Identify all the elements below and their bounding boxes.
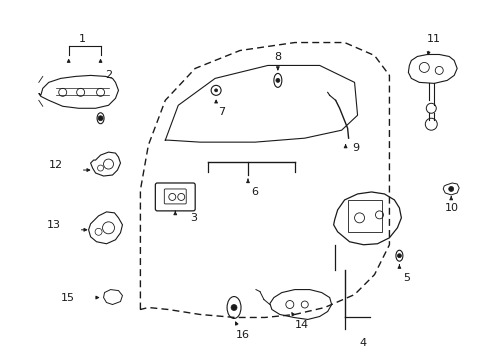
Text: 3: 3 [189,213,196,223]
Circle shape [397,254,401,258]
Circle shape [230,305,237,310]
Text: 11: 11 [427,33,440,44]
Text: 9: 9 [351,143,358,153]
Text: 16: 16 [236,330,249,341]
Circle shape [98,116,103,121]
Text: 14: 14 [294,320,308,330]
Text: 8: 8 [274,53,281,63]
Circle shape [448,186,453,192]
Bar [347,200,382,232]
FancyBboxPatch shape [164,189,186,204]
Polygon shape [103,289,122,305]
Polygon shape [269,289,331,319]
Circle shape [275,78,279,82]
Polygon shape [333,192,401,245]
Text: 15: 15 [61,293,75,302]
Text: 10: 10 [444,203,458,213]
Text: 6: 6 [251,187,258,197]
Text: 1: 1 [79,33,86,44]
Text: 12: 12 [49,160,63,170]
Text: 7: 7 [218,107,225,117]
Text: 13: 13 [47,220,61,230]
Text: 5: 5 [402,273,409,283]
FancyBboxPatch shape [155,183,195,211]
Polygon shape [88,212,122,244]
Text: 4: 4 [358,338,366,348]
Text: 2: 2 [105,71,112,80]
Polygon shape [39,75,118,108]
Polygon shape [407,54,456,84]
Circle shape [214,89,217,92]
Polygon shape [442,183,458,195]
Polygon shape [90,152,120,176]
